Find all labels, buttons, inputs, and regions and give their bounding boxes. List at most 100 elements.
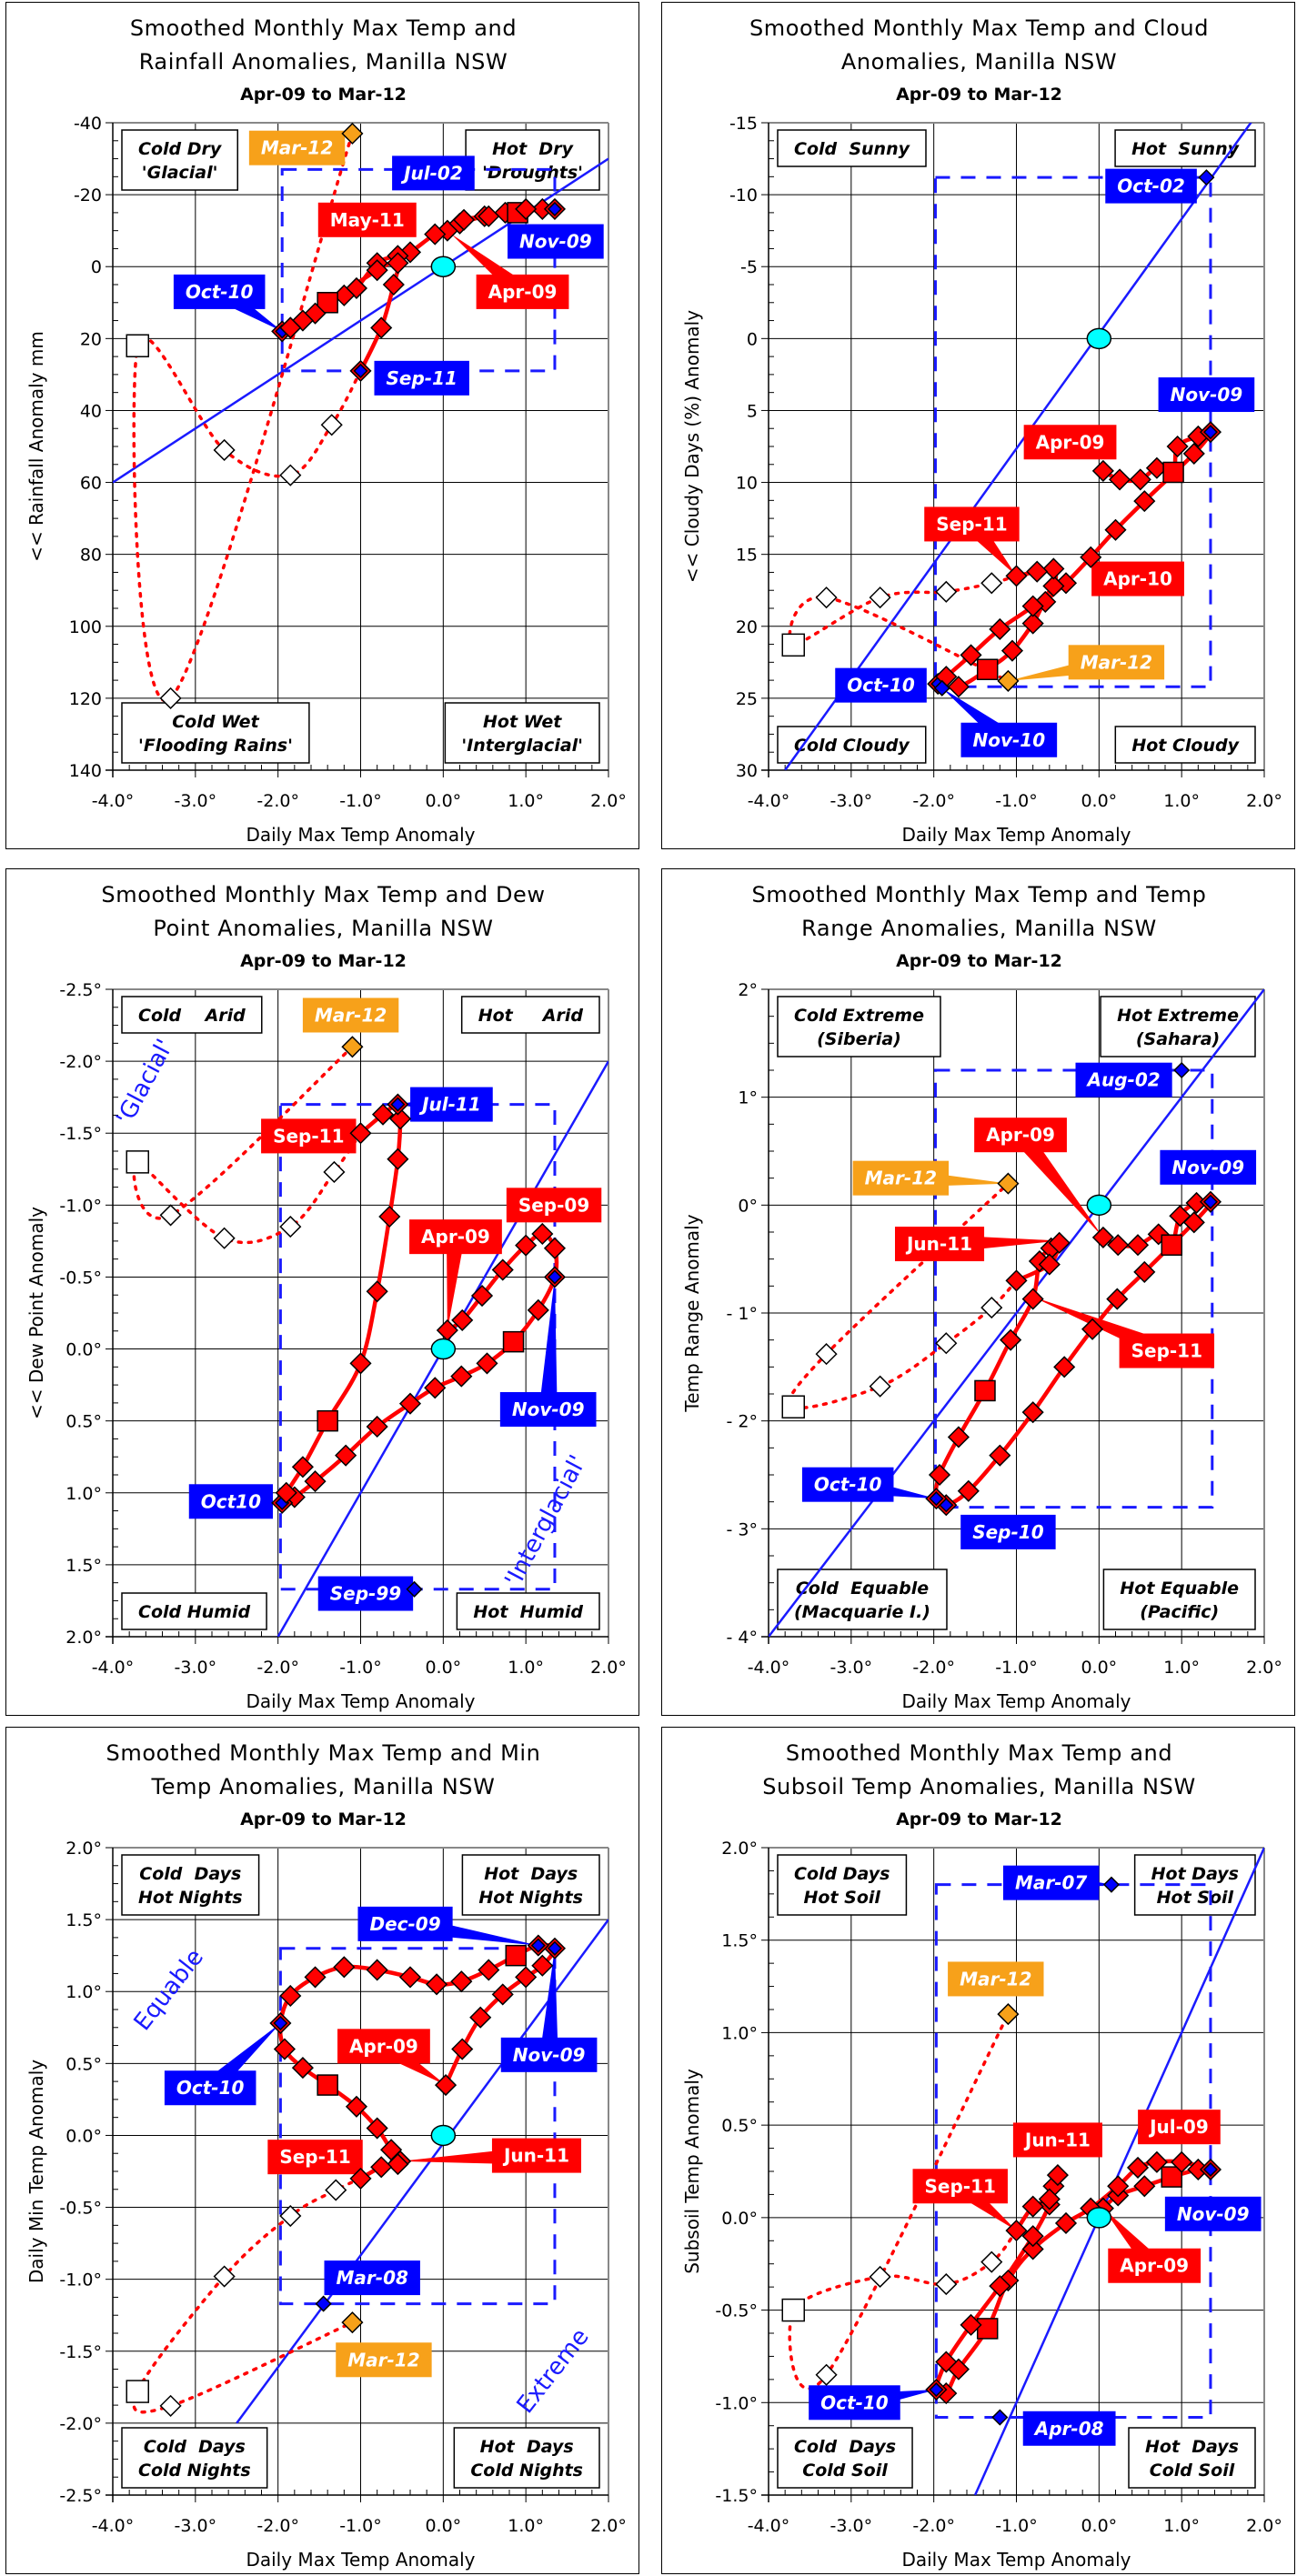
callout-sep-09: Sep-09: [506, 1188, 602, 1223]
month-marker: [478, 205, 500, 227]
chart-svg: Smoothed Monthly Max Temp and Rainfall An…: [25, 15, 627, 846]
quadrant-label-top-left: Cold Arid: [121, 996, 263, 1034]
callout-text: Oct-10: [814, 1474, 882, 1496]
quadrant-box: [460, 996, 600, 1034]
month-marker: [1133, 490, 1156, 513]
month-marker: [451, 1308, 474, 1331]
month-marker: [1038, 1253, 1061, 1276]
callout-mar-12: Mar-12: [1068, 645, 1165, 680]
callout-text: Nov-10: [972, 729, 1045, 751]
recent-month-marker-square: [126, 2380, 149, 2403]
x-tick-label: -4.0°: [92, 2516, 135, 2536]
month-marker: [349, 2167, 372, 2190]
origin-marker: [430, 256, 457, 277]
chart-panel-rainfall: Smoothed Monthly Max Temp and Rainfall An…: [5, 2, 639, 849]
callout-text: Apr-09: [1120, 2255, 1189, 2277]
y-tick-label: 2.0°: [65, 1628, 102, 1648]
y-tick-label: -1.5°: [59, 2342, 102, 2362]
recent-month-marker: [935, 1332, 958, 1355]
y-axis-label: Subsoil Temp Anomaly: [681, 2069, 703, 2274]
quadrant-labels: Cold Dry 'Glacial' Hot Dry 'Droughts' Cold W…: [121, 129, 600, 764]
month-marker: [960, 644, 982, 667]
callout-pointer: [538, 1277, 558, 1410]
quadrant-text: Cold Wet: [172, 712, 259, 732]
y-tick-label: 25: [736, 689, 758, 709]
callout-text: Sep-10: [972, 1521, 1044, 1543]
callout-box: [1105, 168, 1197, 204]
quadrant-label-bottom-right: Hot Days Cold Soil: [1128, 2427, 1256, 2489]
quadrant-box: [444, 702, 600, 764]
quadrant-box: [461, 1854, 600, 1916]
callout-box: [1002, 1865, 1100, 1900]
callout-mar-12: Mar-12: [336, 2342, 432, 2378]
x-axis-label: Daily Max Temp Anomaly: [246, 1690, 475, 1712]
callout-text: Sep-11: [1131, 1340, 1202, 1362]
callout-nov-09: Nov-09: [508, 224, 604, 259]
x-axis-label: Daily Max Temp Anomaly: [901, 824, 1131, 846]
extreme-month-marker: [353, 363, 368, 378]
equality-diagonal-line: [784, 123, 1252, 770]
historical-range-box: [278, 1947, 557, 2306]
month-marker: [1091, 459, 1114, 482]
callout-box: [1108, 2248, 1201, 2283]
callout-box: [948, 1961, 1044, 1997]
recent-month-marker: [815, 2363, 838, 2386]
quadrant-label-top-left: Cold Sunny: [777, 129, 927, 167]
record-month-marker: [991, 2409, 1009, 2426]
callout-sep-11: Sep-11: [261, 1118, 357, 1154]
quadrant-text: Cold Days: [794, 1864, 890, 1884]
month-marker: [1021, 2238, 1044, 2260]
month-marker: [452, 208, 476, 231]
quadrant-text: Cold Nights: [470, 2461, 583, 2481]
month-marker: [1182, 1211, 1205, 1234]
y-tick-label: - 1°: [727, 1304, 758, 1324]
quadrant-label-top-right: Hot Sunny: [1114, 129, 1256, 167]
month-marker: [279, 316, 302, 339]
quadrant-label-bottom-right: Hot Humid: [456, 1592, 600, 1630]
callout-box: [1068, 645, 1165, 680]
x-tick-label: -1.0°: [339, 2516, 382, 2536]
month-marker-square: [317, 2074, 338, 2096]
month-marker: [1021, 2225, 1044, 2248]
y-tick-label: 120: [69, 689, 102, 709]
callout-box: [164, 2070, 256, 2106]
quadrant-label-bottom-right: Hot Days Cold Nights: [453, 2427, 600, 2489]
callout-sep-11: Sep-11: [267, 2140, 363, 2175]
chart-panel-cloud: Smoothed Monthly Max Temp and Cloud Anoma…: [661, 2, 1295, 849]
quadrant-text: (Sahara): [1136, 1029, 1220, 1049]
callout-sep-11: Sep-11: [924, 506, 1020, 542]
callout-nov-09: Nov-09: [1158, 377, 1255, 413]
month-marker-square: [505, 1944, 528, 1967]
callout-box: [248, 130, 346, 165]
callout-apr-10: Apr-10: [1091, 561, 1184, 596]
y-tick-label: 80: [80, 546, 102, 566]
y-tick-label: 2.0°: [65, 1839, 102, 1859]
month-marker: [957, 1479, 980, 1502]
quadrant-text: Hot Equable: [1120, 1579, 1239, 1599]
y-tick-label: 2.0°: [721, 1839, 758, 1859]
callout-jul-09: Jul-09: [1138, 2110, 1221, 2145]
extreme-month-marker: [1202, 425, 1219, 440]
extreme-month-marker: [929, 2381, 944, 2398]
callout-pointers: [852, 1873, 1161, 2412]
month-marker: [1145, 2150, 1168, 2173]
callout-box: [1023, 425, 1117, 460]
recent-month-marker: [279, 464, 302, 486]
chart-title-line: Point Anomalies, Manilla NSW: [153, 916, 493, 941]
quadrant-text: Cold Days: [139, 1864, 241, 1884]
callout-apr-09: Apr-09: [1023, 425, 1117, 460]
x-tick-label: -4.0°: [92, 1658, 135, 1678]
region-annotation: 'Interglacial': [500, 1451, 592, 1592]
y-tick-label: -1.0°: [59, 1196, 102, 1216]
callout-oct-10: Oct-10: [164, 2070, 256, 2106]
month-marker: [476, 1352, 498, 1375]
callout-text: Nov-09: [1171, 384, 1243, 406]
month-marker-square: [976, 2318, 999, 2340]
quadrant-labels: Cold Extreme (Siberia) Hot Extreme (Sahara)…: [777, 996, 1256, 1630]
month-marker: [424, 223, 447, 246]
quadrant-box: [777, 1569, 948, 1630]
latest-month-marker: [341, 1036, 364, 1058]
quadrant-label-bottom-left: Cold Days Cold Soil: [777, 2427, 913, 2489]
extreme-month-marker: [1202, 2161, 1219, 2178]
quadrant-text: Cold Extreme: [794, 1006, 924, 1026]
